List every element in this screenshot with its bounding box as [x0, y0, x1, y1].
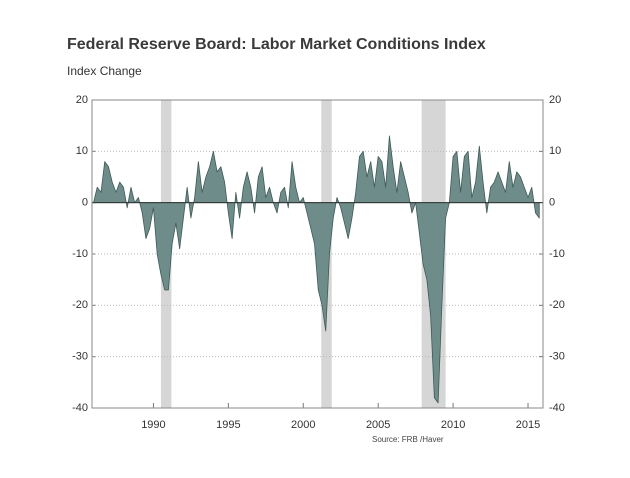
y-tick-label: -20 — [72, 299, 88, 311]
x-tick-label: 1990 — [141, 419, 165, 431]
y-tick-label: 10 — [76, 145, 88, 157]
y2-tick-label: 0 — [549, 197, 555, 209]
y2-tick-label: -20 — [549, 299, 565, 311]
y2-tick-label: -40 — [549, 402, 565, 414]
y-tick-label: 0 — [82, 197, 88, 209]
chart-title: Federal Reserve Board: Labor Market Cond… — [67, 36, 486, 53]
y-axis-label: Index Change — [67, 64, 142, 78]
plot-border — [91, 99, 544, 409]
x-tick-label: 2000 — [291, 419, 315, 431]
y2-tick-label: 10 — [549, 145, 561, 157]
x-tick-label: 2015 — [516, 419, 540, 431]
y-tick-label: 20 — [76, 94, 88, 106]
y2-tick-label: 20 — [549, 94, 561, 106]
y-tick-label: -30 — [72, 351, 88, 363]
y2-tick-label: -30 — [549, 351, 565, 363]
source-note: Source: FRB /Haver — [372, 435, 444, 444]
y-tick-label: -10 — [72, 248, 88, 260]
x-tick-label: 2010 — [441, 419, 465, 431]
y2-tick-label: -10 — [549, 248, 565, 260]
x-tick-label: 1995 — [216, 419, 240, 431]
x-tick-label: 2005 — [366, 419, 390, 431]
y-tick-label: -40 — [72, 402, 88, 414]
